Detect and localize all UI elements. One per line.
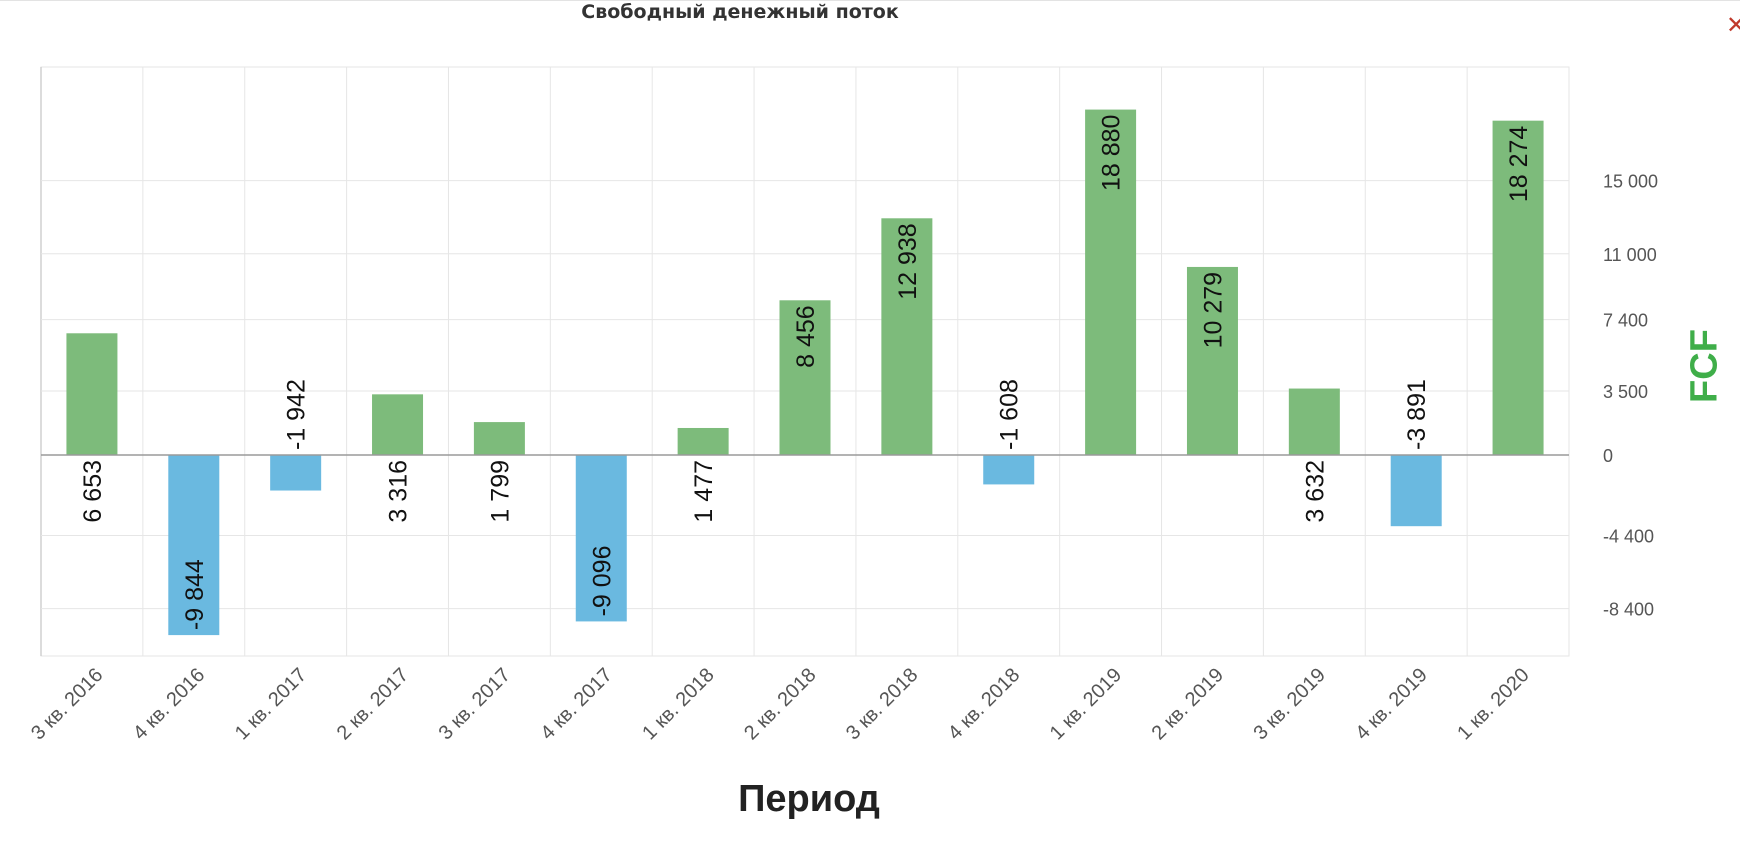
bar [677,427,729,455]
bar [1390,455,1442,527]
bar [575,455,627,622]
bar [1085,109,1137,455]
x-tick-label: 1 кв. 2020 [1453,664,1533,744]
data-label: -9 096 [588,546,616,617]
y-tick-label: 15 000 [1603,172,1658,192]
bar [372,394,424,455]
bar [1492,120,1544,456]
y-tick-label: 3 500 [1603,382,1648,402]
top-divider [0,0,1740,1]
bar [66,333,118,455]
bar [779,300,831,455]
x-tick-label: 1 кв. 2018 [638,664,718,744]
x-tick-label: 3 кв. 2017 [435,664,515,744]
bar [1288,388,1340,455]
data-label: 18 880 [1098,115,1126,191]
data-label: 12 938 [894,223,922,299]
data-label: 18 274 [1505,126,1533,203]
x-axis-title: Период [738,778,880,820]
x-tick-label: 4 кв. 2019 [1351,664,1431,744]
data-label: -1 608 [996,379,1024,450]
x-tick-label: 4 кв. 2016 [129,664,209,744]
chart-title: Свободный денежный поток [581,1,899,23]
data-label: 6 653 [79,460,107,523]
close-icon[interactable]: ✕ [1726,11,1740,39]
bar [881,218,933,455]
y-tick-label: -8 400 [1603,600,1654,620]
y-tick-label: 7 400 [1603,311,1648,331]
data-label: -3 891 [1403,379,1431,450]
x-tick-label: 1 кв. 2017 [231,664,311,744]
data-label: -9 844 [181,559,209,630]
y-tick-label: 0 [1603,446,1613,466]
x-tick-label: 2 кв. 2019 [1148,664,1228,744]
y-axis-title: FCF [1683,329,1726,403]
bar [1186,266,1238,455]
x-tick-label: 4 кв. 2018 [944,664,1024,744]
data-label: 3 316 [385,460,413,523]
bar [168,455,220,636]
data-label: 1 477 [690,460,718,523]
bar [983,455,1035,485]
x-tick-label: 4 кв. 2017 [536,664,616,744]
y-tick-label: -4 400 [1603,527,1654,547]
x-tick-label: 3 кв. 2019 [1249,664,1329,744]
bar [270,455,322,491]
data-label: 10 279 [1199,272,1227,348]
data-label: -1 942 [283,379,311,450]
x-tick-label: 3 кв. 2018 [842,664,922,744]
x-tick-label: 2 кв. 2017 [333,664,413,744]
x-tick-label: 2 кв. 2018 [740,664,820,744]
data-label: 8 456 [792,305,820,368]
bar [473,422,525,455]
data-label: 3 632 [1301,460,1329,523]
x-tick-label: 1 кв. 2019 [1046,664,1126,744]
data-label: 1 799 [486,460,514,523]
y-tick-label: 11 000 [1603,245,1657,265]
x-tick-label: 3 кв. 2016 [27,664,107,744]
